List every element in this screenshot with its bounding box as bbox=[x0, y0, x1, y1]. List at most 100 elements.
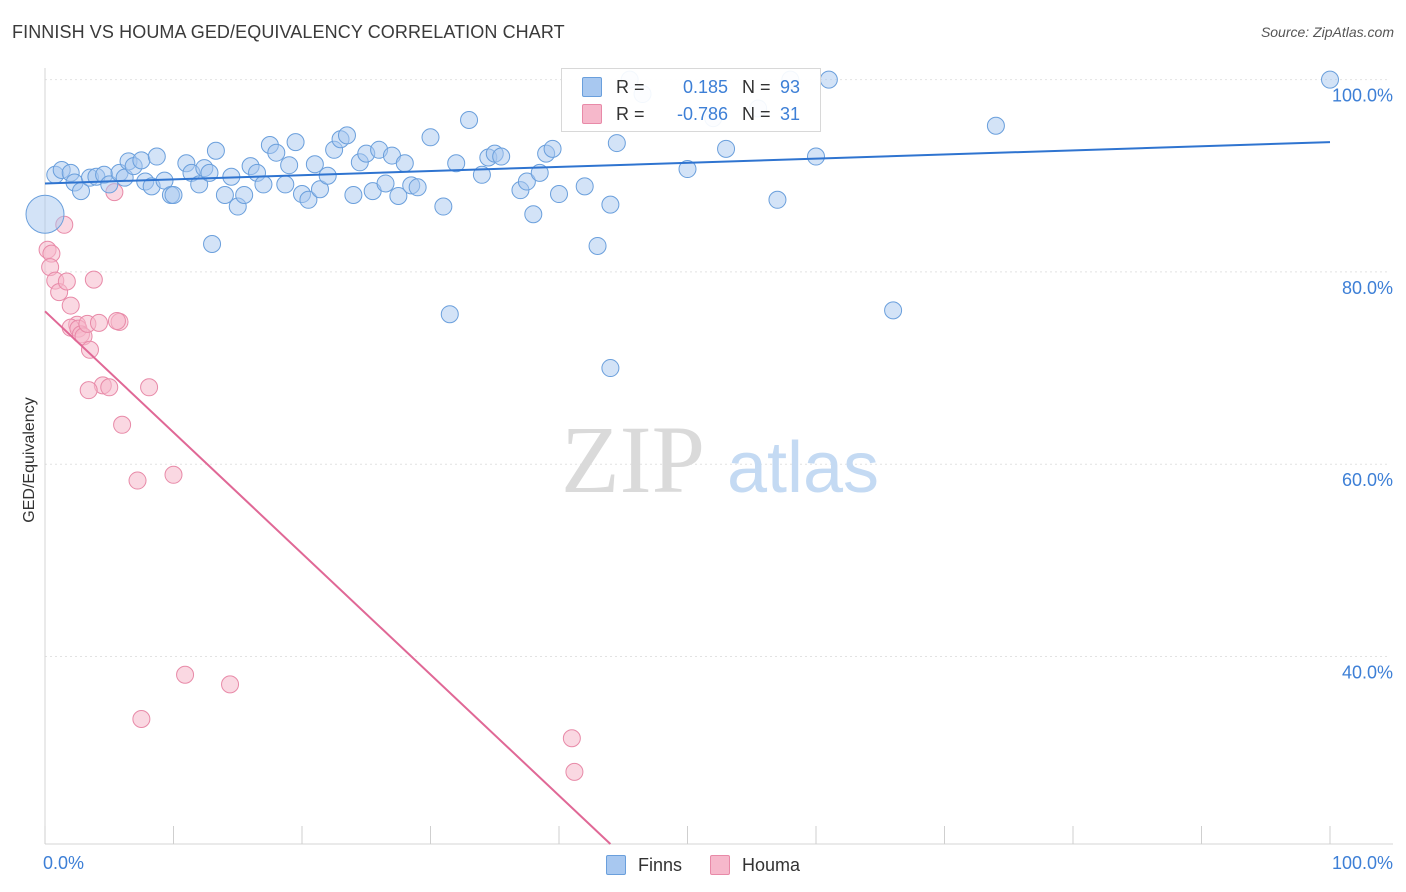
houma-point bbox=[113, 415, 132, 434]
finns-point bbox=[575, 177, 594, 196]
finns-point bbox=[337, 126, 356, 145]
finns-point bbox=[819, 70, 838, 89]
finns-point bbox=[472, 165, 491, 184]
houma-swatch bbox=[582, 104, 602, 124]
houma-point bbox=[100, 378, 119, 397]
finns-point bbox=[678, 160, 697, 179]
r-value: -0.786 bbox=[676, 103, 728, 124]
finns-point bbox=[299, 190, 318, 209]
r-label: R = bbox=[616, 103, 645, 124]
axis-layer bbox=[44, 68, 1393, 845]
finns-trend-line bbox=[44, 141, 1331, 185]
legend-item-houma[interactable]: Houma bbox=[709, 854, 801, 876]
finns-point bbox=[395, 154, 414, 173]
houma-point bbox=[565, 762, 584, 781]
finns-point bbox=[254, 175, 273, 194]
finns-point bbox=[884, 301, 903, 320]
finns-point bbox=[206, 141, 225, 160]
y-tick-label: 40.0% bbox=[1342, 663, 1393, 683]
finns-point bbox=[267, 143, 286, 162]
finns-point bbox=[447, 154, 466, 173]
finns-point bbox=[276, 175, 295, 194]
finns-point bbox=[434, 197, 453, 216]
y-tick-label: 100.0% bbox=[1332, 86, 1393, 106]
legend-label-finns: Finns bbox=[637, 854, 682, 875]
finns-point bbox=[524, 205, 543, 224]
finns-point bbox=[717, 139, 736, 158]
finns-point bbox=[421, 128, 440, 147]
watermark-atlas: atlas bbox=[727, 428, 879, 508]
legend-row-houma: R = -0.786 N = 31 bbox=[582, 102, 800, 126]
finns-legend-swatch bbox=[605, 855, 626, 875]
legend-label-houma: Houma bbox=[741, 854, 801, 875]
finns-point bbox=[305, 155, 324, 174]
finns-point bbox=[203, 235, 222, 254]
houma-point bbox=[80, 340, 99, 359]
finns-point bbox=[389, 186, 408, 205]
finns-point bbox=[25, 194, 65, 234]
finns-point bbox=[100, 175, 119, 194]
finns-point bbox=[235, 185, 254, 204]
finns-point bbox=[286, 133, 305, 152]
finns-point bbox=[517, 172, 536, 191]
finns-point bbox=[601, 359, 620, 378]
houma-point bbox=[140, 378, 159, 397]
r-value: 0.185 bbox=[682, 76, 728, 97]
grid-layer bbox=[45, 79, 1390, 658]
houma-point bbox=[164, 465, 183, 484]
tick-labels: 40.0% 60.0% 80.0% 100.0% 0.0% 100.0% bbox=[43, 86, 1393, 873]
legend-item-finns[interactable]: Finns bbox=[605, 854, 682, 876]
finns-point bbox=[344, 185, 363, 204]
finns-point bbox=[376, 174, 395, 193]
finns-point bbox=[550, 185, 568, 204]
houma-point bbox=[89, 313, 108, 332]
finns-swatch bbox=[582, 77, 602, 97]
houma-point bbox=[84, 270, 103, 289]
finns-point bbox=[310, 180, 329, 199]
finns-point bbox=[807, 147, 825, 166]
finns-point bbox=[768, 190, 787, 209]
houma-point bbox=[79, 381, 98, 400]
n-label: N = bbox=[742, 103, 771, 124]
x-tick-label-max: 100.0% bbox=[1332, 853, 1393, 873]
y-tick-label: 60.0% bbox=[1342, 470, 1393, 490]
finns-point bbox=[1321, 70, 1339, 89]
finns-point bbox=[588, 236, 607, 255]
houma-point bbox=[57, 272, 76, 291]
watermark-zip: ZIP bbox=[561, 406, 705, 513]
finns-point bbox=[440, 305, 459, 324]
x-tick-label-min: 0.0% bbox=[43, 853, 84, 873]
finns-point bbox=[147, 147, 166, 166]
houma-point bbox=[562, 729, 581, 748]
trend-lines bbox=[44, 141, 1331, 845]
finns-point bbox=[460, 110, 479, 129]
finns-point bbox=[132, 151, 151, 170]
houma-point bbox=[221, 675, 240, 694]
finns-point bbox=[215, 185, 234, 204]
houma-point bbox=[128, 471, 147, 490]
houma-legend-swatch bbox=[709, 855, 730, 875]
finns-point bbox=[190, 175, 209, 194]
houma-point bbox=[61, 296, 80, 315]
correlation-legend: R = 0.185 N = 93 R = -0.786 N = 31 bbox=[561, 68, 821, 132]
chart-title: FINNISH VS HOUMA GED/EQUIVALENCY CORRELA… bbox=[12, 22, 565, 42]
houma-point bbox=[176, 665, 195, 684]
houma-points bbox=[38, 183, 584, 781]
source-label: Source: ZipAtlas.com bbox=[1260, 24, 1394, 40]
finns-point bbox=[492, 147, 511, 166]
finns-points bbox=[25, 70, 1339, 378]
finns-point bbox=[986, 116, 1005, 135]
finns-point bbox=[601, 195, 620, 214]
n-value: 93 bbox=[780, 76, 801, 97]
legend-row-finns: R = 0.185 N = 93 bbox=[582, 75, 800, 99]
houma-trend-line bbox=[44, 310, 612, 845]
y-tick-label: 80.0% bbox=[1342, 278, 1393, 298]
finns-point bbox=[543, 139, 562, 158]
series-legend: Finns Houma bbox=[0, 852, 1406, 878]
n-label: N = bbox=[742, 76, 771, 97]
houma-point bbox=[107, 311, 126, 330]
n-value: 31 bbox=[780, 103, 801, 124]
finns-point bbox=[164, 185, 183, 204]
finns-point bbox=[408, 178, 427, 197]
